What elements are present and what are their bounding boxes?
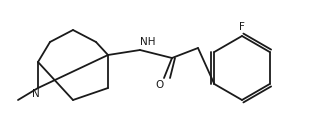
Text: NH: NH	[140, 37, 156, 47]
Text: F: F	[239, 22, 245, 32]
Text: N: N	[32, 89, 40, 99]
Text: O: O	[156, 80, 164, 90]
